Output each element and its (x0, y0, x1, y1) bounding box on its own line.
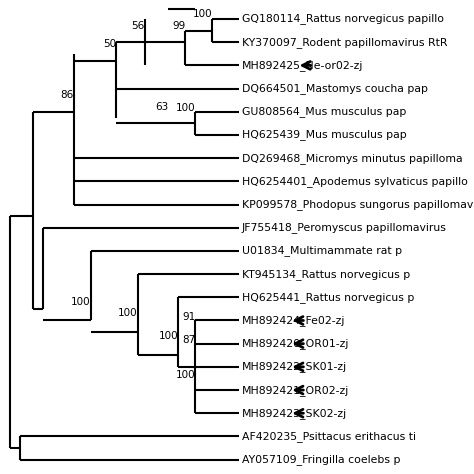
Text: 86: 86 (61, 90, 74, 100)
Text: MH892423_SK02-zj: MH892423_SK02-zj (242, 408, 347, 419)
Text: AF420235_Psittacus erithacus ti: AF420235_Psittacus erithacus ti (242, 431, 416, 442)
Text: AY057109_Fringilla coelebs p: AY057109_Fringilla coelebs p (242, 454, 401, 465)
Text: 91: 91 (182, 311, 195, 322)
Text: 87: 87 (182, 335, 195, 345)
Text: HQ6254401_Apodemus sylvaticus papillo: HQ6254401_Apodemus sylvaticus papillo (242, 176, 468, 187)
Text: 99: 99 (172, 20, 185, 31)
Text: 100: 100 (159, 331, 178, 341)
Text: 100: 100 (118, 308, 138, 318)
Text: 63: 63 (155, 102, 168, 112)
Text: GU808564_Mus musculus pap: GU808564_Mus musculus pap (242, 106, 406, 117)
Text: KP099578_Phodopus sungorus papillomav: KP099578_Phodopus sungorus papillomav (242, 199, 473, 210)
Text: 56: 56 (131, 20, 145, 31)
Text: KT945134_Rattus norvegicus p: KT945134_Rattus norvegicus p (242, 269, 410, 280)
Text: HQ625439_Mus musculus pap: HQ625439_Mus musculus pap (242, 129, 407, 140)
Text: MH892422_SK01-zj: MH892422_SK01-zj (242, 361, 347, 372)
Text: DQ664501_Mastomys coucha pap: DQ664501_Mastomys coucha pap (242, 83, 428, 94)
Text: DQ269468_Micromys minutus papilloma: DQ269468_Micromys minutus papilloma (242, 153, 463, 164)
Text: 50: 50 (103, 39, 116, 49)
Text: HQ625441_Rattus norvegicus p: HQ625441_Rattus norvegicus p (242, 292, 414, 303)
Text: KY370097_Rodent papillomavirus RtR: KY370097_Rodent papillomavirus RtR (242, 37, 447, 48)
Text: MH892424_Fe02-zj: MH892424_Fe02-zj (242, 315, 346, 326)
Text: 100: 100 (192, 9, 212, 19)
Text: 100: 100 (176, 103, 195, 113)
Text: JF755418_Peromyscus papillomavirus: JF755418_Peromyscus papillomavirus (242, 222, 447, 233)
Text: MH892421_OR02-zj: MH892421_OR02-zj (242, 384, 349, 395)
Text: 100: 100 (71, 297, 91, 307)
Text: MH892420_OR01-zj: MH892420_OR01-zj (242, 338, 349, 349)
Text: 100: 100 (176, 370, 195, 380)
Text: U01834_Multimammate rat p: U01834_Multimammate rat p (242, 246, 402, 256)
Text: MH892425_Ne-or02-zj: MH892425_Ne-or02-zj (242, 60, 364, 71)
Text: GQ180114_Rattus norvegicus papillo: GQ180114_Rattus norvegicus papillo (242, 14, 444, 25)
